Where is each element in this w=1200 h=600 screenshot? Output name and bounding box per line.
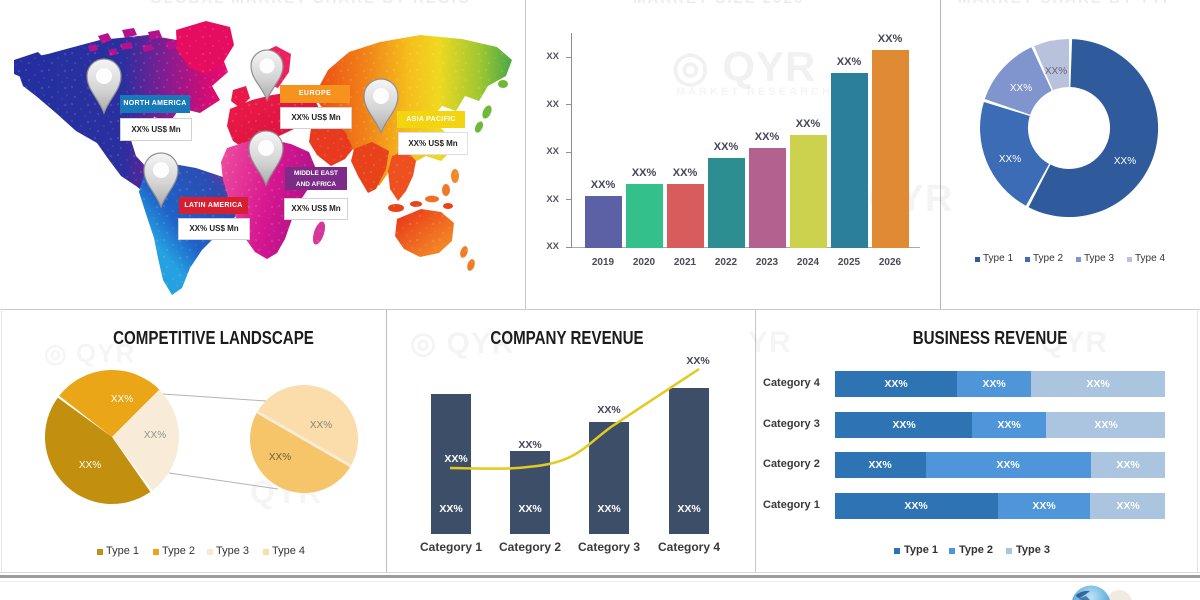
svg-text:XX%: XX% xyxy=(144,430,166,441)
svg-text:XX%: XX% xyxy=(1010,83,1032,94)
svg-text:XX%: XX% xyxy=(269,452,291,463)
svg-text:XX%: XX% xyxy=(1045,66,1067,77)
svg-text:XX%: XX% xyxy=(79,460,101,471)
svg-text:XX%: XX% xyxy=(999,154,1021,165)
svg-text:XX%: XX% xyxy=(1114,156,1136,167)
svg-text:XX%: XX% xyxy=(310,420,332,431)
svg-text:XX%: XX% xyxy=(111,394,133,405)
